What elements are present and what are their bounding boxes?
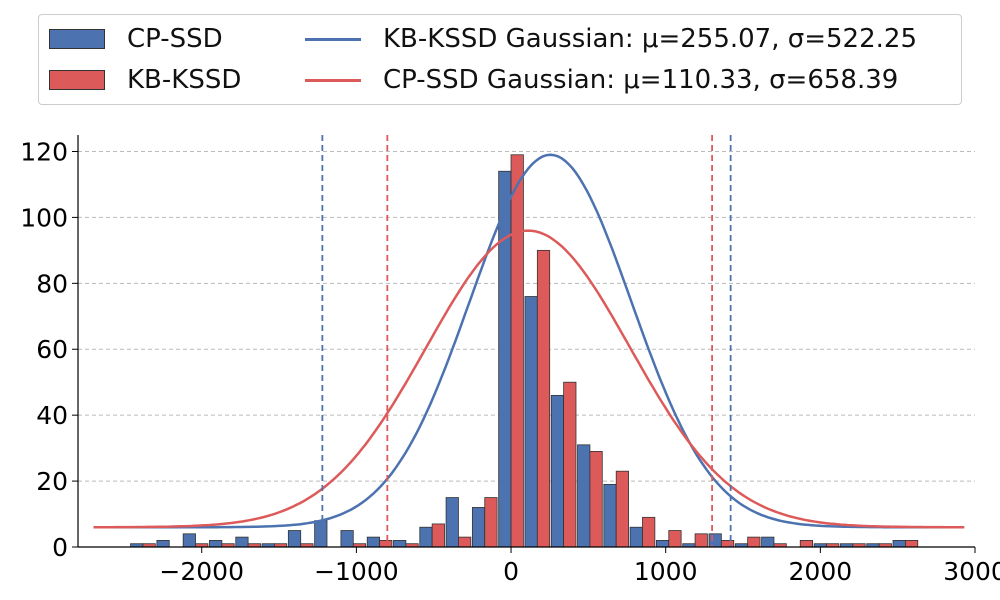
x-tick-label: 2000 [789, 557, 853, 586]
bar-cp-ssd [708, 533, 722, 548]
y-tick-label: 20 [36, 467, 68, 496]
legend-swatch-cp-ssd [49, 29, 105, 49]
bar-kb-kssd [615, 470, 629, 548]
bar-kb-kssd [484, 497, 498, 548]
legend-item-kb-kssd-gaussian: KB-KSSD Gaussian: μ=255.07, σ=522.25 [305, 21, 917, 57]
bar-cp-ssd [287, 530, 302, 548]
bar-cp-ssd [340, 530, 354, 548]
bar-cp-ssd [471, 507, 486, 548]
bar-kb-kssd [536, 249, 551, 548]
legend-swatch-kb-kssd [49, 70, 105, 90]
bar-kb-kssd [510, 154, 524, 548]
bar-cp-ssd [393, 540, 407, 548]
gaussian-curve-kb-kssd [93, 153, 965, 529]
bar-cp-ssd [235, 536, 249, 548]
legend-item-cp-ssd: CP-SSD [49, 21, 223, 57]
legend: CP-SSD KB-KSSD KB-KSSD Gaussian: μ=255.0… [38, 14, 962, 105]
bar-cp-ssd [209, 540, 223, 548]
bar-kb-kssd [905, 540, 919, 548]
bar-cp-ssd [577, 444, 591, 548]
y-tick-label: 80 [36, 269, 68, 298]
y-tick-label: 120 [20, 137, 68, 166]
legend-label-kb-kssd-gaussian: KB-KSSD Gaussian: μ=255.07, σ=522.25 [383, 24, 917, 54]
bar-cp-ssd [892, 540, 906, 548]
bar-cp-ssd [366, 536, 380, 548]
x-tick-label: −1000 [314, 557, 399, 586]
legend-line-cp-ssd-gaussian [305, 78, 361, 82]
legend-label-kb-kssd: KB-KSSD [127, 65, 242, 95]
bar-kb-kssd [694, 533, 708, 548]
bar-cp-ssd [182, 533, 196, 548]
bar-kb-kssd [563, 381, 577, 548]
gaussian-curve-cp-ssd [93, 229, 965, 529]
bar-cp-ssd [156, 540, 170, 548]
legend-item-cp-ssd-gaussian: CP-SSD Gaussian: μ=110.33, σ=658.39 [305, 62, 898, 98]
bar-kb-kssd [589, 451, 603, 548]
x-tick-label: 3000 [943, 557, 1000, 586]
bar-kb-kssd [720, 540, 735, 548]
y-tick-label: 100 [20, 203, 68, 232]
bar-kb-kssd [668, 530, 682, 548]
legend-label-cp-ssd: CP-SSD [127, 24, 223, 54]
bar-kb-kssd [379, 540, 393, 548]
bar-cp-ssd [314, 520, 328, 548]
legend-line-kb-kssd-gaussian [305, 37, 361, 41]
bar-kb-kssd [431, 523, 445, 548]
bar-cp-ssd [419, 526, 433, 548]
bar-cp-ssd [603, 483, 617, 548]
legend-label-cp-ssd-gaussian: CP-SSD Gaussian: μ=110.33, σ=658.39 [383, 65, 899, 95]
bar-kb-kssd [799, 540, 814, 548]
bar-cp-ssd [498, 170, 512, 548]
x-tick-label: −2000 [159, 557, 244, 586]
bar-kb-kssd [747, 536, 761, 548]
bar-kb-kssd [458, 536, 472, 548]
y-tick-label: 40 [36, 401, 68, 430]
bar-cp-ssd [550, 394, 565, 548]
y-tick-label: 0 [52, 533, 68, 562]
bar-cp-ssd [524, 296, 538, 548]
bar-cp-ssd [656, 540, 670, 548]
bar-kb-kssd [642, 516, 656, 548]
bar-cp-ssd [445, 497, 459, 548]
x-tick-label: 0 [503, 557, 519, 586]
bar-cp-ssd [761, 536, 775, 548]
bar-cp-ssd [629, 526, 643, 548]
legend-item-kb-kssd: KB-KSSD [49, 62, 241, 98]
x-tick-label: 1000 [634, 557, 698, 586]
y-tick-label: 60 [36, 335, 68, 364]
